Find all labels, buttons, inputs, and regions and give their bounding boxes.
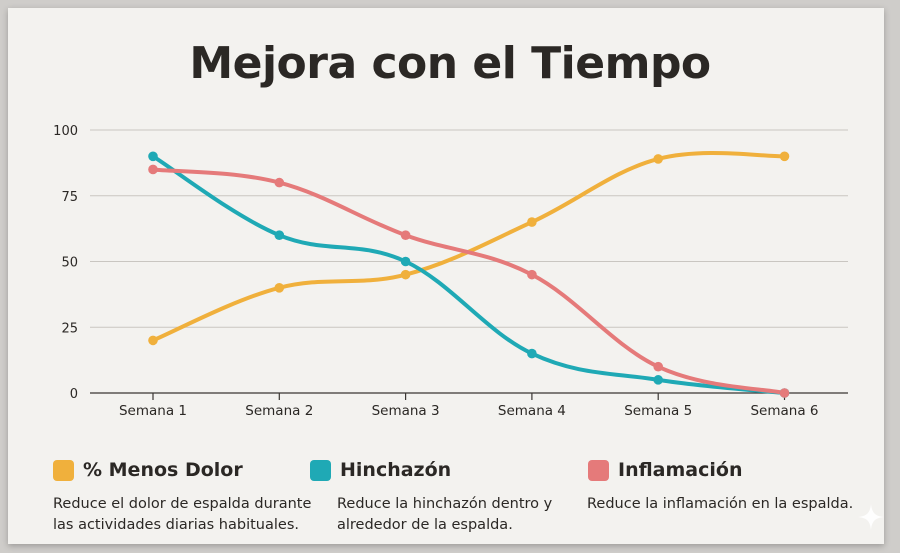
data-point: [527, 269, 537, 280]
data-point: [400, 256, 411, 267]
legend-description-inflamacion: Reduce la inflamación en la espalda.: [587, 496, 854, 512]
sparkle-icon: [858, 504, 884, 530]
grid-lines: [90, 129, 848, 394]
series-line: [151, 154, 787, 395]
y-tick-label: 25: [61, 321, 78, 336]
data-point: [653, 154, 663, 164]
data-point: [779, 151, 790, 162]
data-point: [148, 151, 158, 162]
legend-swatch: [310, 460, 331, 481]
y-tick-label: 50: [61, 256, 78, 271]
y-tick-label: 75: [61, 190, 78, 205]
x-tick-label: Semana 4: [498, 403, 566, 419]
x-tick-label: Semana 3: [372, 403, 440, 419]
axis-labels: 0 25 50 75 100 Semana 1 Semana 2 Semana 3 Semana…: [53, 124, 818, 419]
chart-card: [8, 8, 884, 544]
legend-description-menos-dolor: Reduce el dolor de espalda durante las a…: [53, 496, 312, 533]
series-line: [151, 151, 787, 343]
legend-swatch: [53, 460, 74, 481]
x-tick-label: Semana 5: [624, 403, 692, 419]
data-point: [653, 361, 663, 372]
data-point: [148, 164, 158, 175]
data-point: [400, 230, 411, 240]
legend-swatch: [588, 460, 609, 481]
data-points: [148, 151, 790, 398]
y-tick-label: 0: [70, 387, 78, 402]
data-point: [148, 335, 158, 346]
data-point: [527, 348, 537, 359]
data-point: [527, 217, 537, 227]
x-tick-label: Semana 2: [245, 403, 313, 419]
legend-description-hinchazon: Reduce la hinchazón dentro y alrededor d…: [337, 496, 553, 533]
legend-label: Hinchazón: [340, 459, 452, 481]
chart-title: Mejora con el Tiempo: [189, 38, 711, 89]
series-line: [151, 167, 787, 395]
legend-label: Inflamación: [618, 459, 743, 481]
data-point: [274, 177, 285, 188]
data-point: [274, 230, 285, 240]
series-lines: [151, 151, 787, 395]
legend-label: % Menos Dolor: [83, 459, 243, 481]
data-point: [274, 283, 285, 293]
x-tick-label: Semana 1: [119, 403, 187, 419]
x-tick-label: Semana 6: [750, 403, 818, 419]
data-point: [400, 269, 411, 280]
data-point: [653, 375, 663, 385]
y-tick-label: 100: [53, 124, 78, 139]
data-point: [779, 388, 790, 398]
